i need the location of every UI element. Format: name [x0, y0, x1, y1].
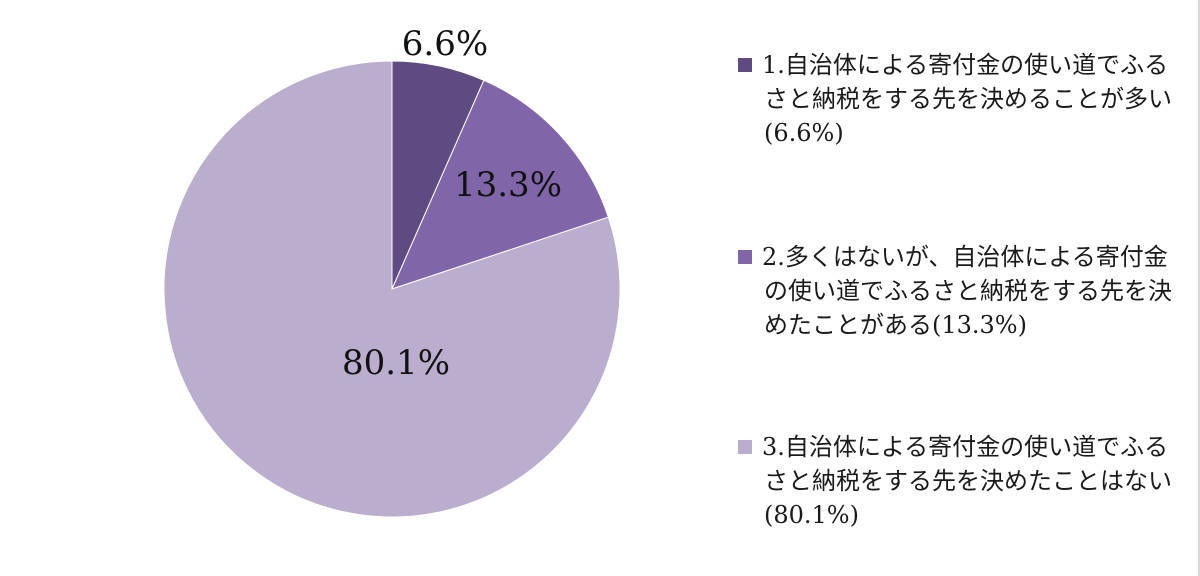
pie-slices [163, 60, 621, 518]
legend-swatch-1 [738, 58, 752, 72]
legend-swatch-2 [738, 250, 752, 264]
legend-label-3: 3.自治体による寄付金の使い道でふるさと納税をする先を決めたことはない (80.… [762, 433, 1172, 529]
pie-chart: 6.6% 13.3% 80.1% [163, 24, 621, 518]
legend-label-2: 2.多くはないが、自治体による寄付金の使い道でふるさと納税をする先を決めたことが… [762, 243, 1172, 339]
legend-label-1: 1.自治体による寄付金の使い道でふるさと納税をする先を決めることが多い(6.6%… [762, 51, 1172, 147]
data-label-1: 6.6% [402, 24, 488, 64]
pie-slice-3 [163, 60, 621, 518]
legend-item-3: 3.自治体による寄付金の使い道でふるさと納税をする先を決めたことはない (80.… [736, 430, 1176, 532]
legend-swatch-3 [738, 440, 752, 454]
data-label-3: 80.1% [342, 343, 450, 383]
data-label-2: 13.3% [454, 165, 562, 205]
right-border [1198, 0, 1200, 576]
pie-slice-2 [391, 79, 610, 290]
legend-item-2: 2.多くはないが、自治体による寄付金の使い道でふるさと納税をする先を決めたことが… [736, 240, 1176, 342]
pie-data-labels: 6.6% 13.3% 80.1% [342, 24, 562, 383]
legend-item-1: 1.自治体による寄付金の使い道でふるさと納税をする先を決めることが多い(6.6%… [736, 48, 1176, 150]
